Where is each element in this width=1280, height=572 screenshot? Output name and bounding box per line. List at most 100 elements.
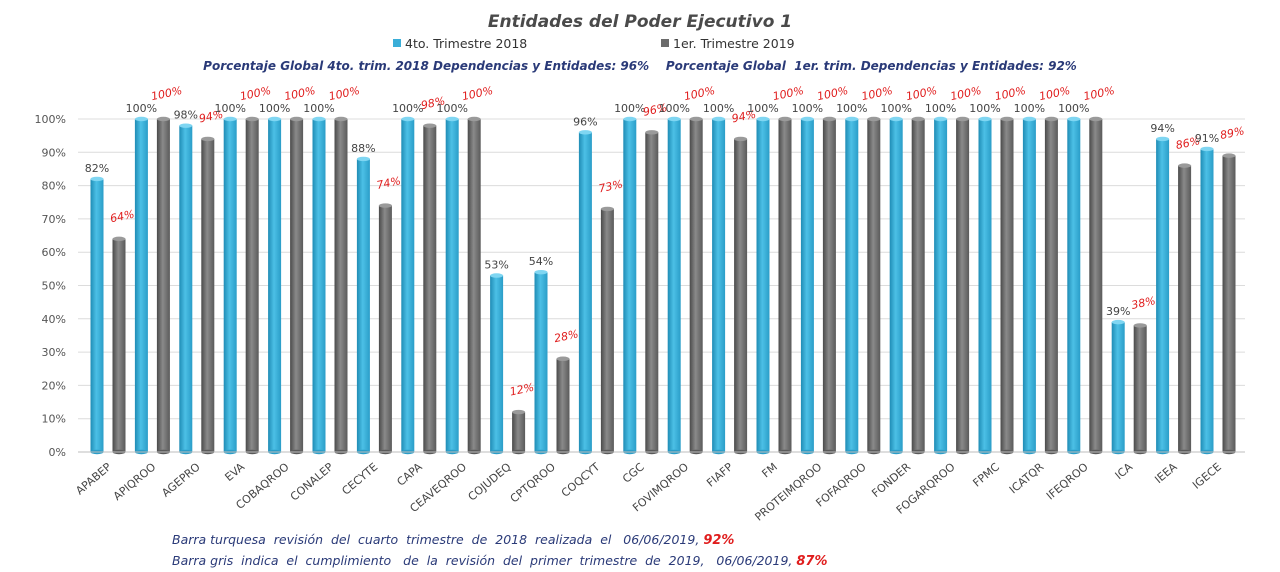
bar-2019: [1178, 165, 1192, 452]
x-tick-label: COJUDEQ: [466, 460, 514, 503]
bar-2019-cap: [334, 116, 348, 122]
bar-2019: [290, 119, 304, 452]
bar-2018-cap: [800, 116, 814, 122]
bar-2018-cap: [1200, 146, 1214, 152]
bar-2018: [223, 119, 237, 452]
data-label-2019: 100%: [816, 84, 849, 103]
data-label-2018: 100%: [925, 102, 956, 115]
data-label-2018: 100%: [880, 102, 911, 115]
bar-2019: [778, 119, 792, 452]
bar-2018-cap: [712, 116, 726, 122]
data-label-2018: 53%: [484, 259, 508, 272]
bar-2019: [645, 132, 659, 452]
bar-2019-cap: [911, 116, 925, 122]
data-label-2018: 100%: [658, 102, 689, 115]
data-label-2019: 100%: [994, 84, 1027, 103]
bar-2019: [1000, 119, 1014, 452]
data-label-2019: 94%: [198, 108, 225, 126]
bar-2018-cap: [667, 116, 681, 122]
bar-2019-cap: [1000, 116, 1014, 122]
bar-2019: [600, 208, 614, 452]
bar-2019: [1133, 325, 1147, 452]
legend-label-2018: 4to. Trimestre 2018: [405, 36, 527, 51]
bar-2019: [1089, 119, 1103, 452]
bar-2018: [1200, 148, 1214, 452]
x-tick-label: CPTQROO: [508, 460, 558, 505]
y-tick-label: 10%: [42, 413, 66, 426]
bar-2018: [1111, 322, 1125, 452]
bar-2018: [445, 119, 459, 452]
chart-subtitle: Porcentaje Global 4to. trim. 2018 Depend…: [203, 59, 1077, 73]
data-label-2019: 28%: [553, 327, 580, 345]
note-gray: Barra gris indica el cumplimiento de la …: [172, 553, 828, 569]
data-label-2019: 73%: [597, 178, 624, 196]
data-label-2018: 100%: [969, 102, 1000, 115]
y-tick-label: 60%: [42, 246, 66, 259]
x-tick-label: CAPA: [394, 460, 425, 489]
y-axis: 0% 10% 20% 30% 40% 50% 60% 70% 80% 90% 100%: [35, 113, 66, 459]
bar-2018: [800, 119, 814, 452]
bar-2018-cap: [490, 273, 504, 278]
bar-2018-cap: [312, 116, 326, 122]
data-label-2018: 100%: [747, 102, 778, 115]
y-tick-label: 0%: [49, 446, 66, 459]
bar-2018-cap: [1156, 136, 1170, 142]
note-gray-value: 87%: [796, 554, 827, 569]
legend: 4to. Trimestre 2018 1er. Trimestre 2019: [393, 36, 795, 51]
data-label-2019: 100%: [328, 84, 361, 103]
data-label-2018: 100%: [836, 102, 867, 115]
bar-2018: [356, 158, 370, 452]
bar-2019: [112, 238, 126, 452]
bar-2019-cap: [645, 130, 659, 135]
bar-2019: [867, 119, 881, 452]
bar-2018-cap: [268, 116, 282, 122]
data-label-2018: 100%: [214, 102, 245, 115]
bar-2018-cap: [90, 176, 104, 182]
notes: Barra turquesa revisión del cuarto trime…: [172, 532, 828, 569]
bar-2019: [512, 412, 526, 452]
bar-2018: [312, 119, 326, 452]
x-tick-label: FPMC: [970, 460, 1002, 490]
data-label-2018: 39%: [1106, 305, 1130, 318]
bar-2018-cap: [134, 116, 148, 122]
bar-2019-cap: [290, 116, 304, 122]
data-label-2019: 100%: [150, 84, 183, 103]
bar-2019-cap: [423, 123, 437, 128]
bar-2019-cap: [1133, 323, 1147, 328]
data-label-2018: 98%: [174, 109, 198, 122]
data-label-2019: 64%: [109, 208, 136, 226]
bar-2019-cap: [156, 116, 170, 122]
data-label-2019: 100%: [905, 84, 938, 103]
data-label-2019: 89%: [1219, 124, 1246, 142]
x-tick-label: IEEA: [1152, 460, 1180, 486]
bar-2018-cap: [934, 116, 948, 122]
bar-2018: [534, 272, 548, 452]
x-tick-label: ICATQR: [1007, 460, 1047, 496]
bar-2018: [623, 119, 637, 452]
bars: [90, 116, 1236, 455]
bar-2019: [378, 205, 392, 452]
bar-2019-cap: [512, 409, 526, 415]
bar-2018-cap: [179, 123, 193, 128]
data-label-2019: 100%: [860, 84, 893, 103]
bar-2018-cap: [756, 116, 770, 122]
bar-2018: [845, 119, 859, 452]
data-label-2019: 38%: [1130, 294, 1157, 312]
bar-2019-cap: [245, 116, 259, 122]
bar-2018: [1022, 119, 1036, 452]
data-label-2018: 100%: [1058, 102, 1089, 115]
data-label-2019: 100%: [683, 84, 716, 103]
bar-2019: [201, 138, 215, 453]
bar-2018: [401, 119, 415, 452]
bar-2019-cap: [734, 136, 748, 142]
data-label-2019: 86%: [1175, 134, 1202, 152]
x-tick-label: ICA: [1113, 460, 1136, 482]
x-tick-label: APABEP: [73, 460, 114, 497]
x-tick-label: AGEPRO: [159, 460, 203, 500]
bar-2019-cap: [378, 203, 392, 208]
bar-2018-cap: [534, 269, 548, 275]
bar-2019: [911, 119, 925, 452]
legend-swatch-2019: [661, 39, 669, 47]
